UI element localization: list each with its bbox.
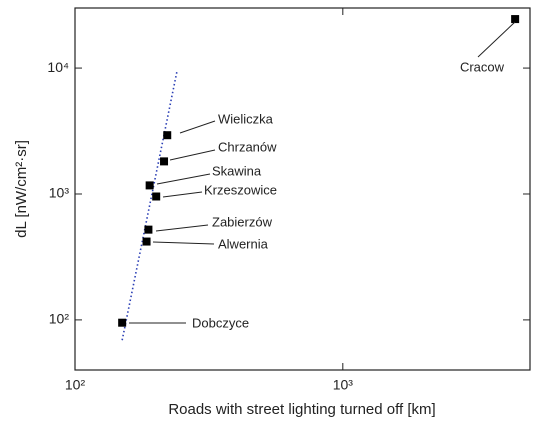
point [145, 181, 154, 190]
point [118, 318, 127, 327]
leader-line [155, 224, 209, 232]
point-label: Zabierzów [212, 214, 273, 229]
point [144, 225, 153, 234]
point-label: Wieliczka [218, 111, 274, 126]
x-axis-title: Roads with street lighting turned off [k… [168, 401, 435, 418]
point-label: Cracow [460, 59, 505, 74]
point-label: Dobczyce [192, 315, 249, 330]
y-tick-label: 10² [49, 311, 70, 327]
point-label: Chrzanów [218, 139, 277, 154]
point [152, 192, 161, 201]
point-label: Alwernia [218, 236, 269, 251]
point [160, 157, 169, 166]
point-label: Krzeszowice [204, 182, 277, 197]
leader-line [169, 149, 216, 161]
x-tick-label: 10² [65, 377, 86, 393]
leader-line [179, 120, 216, 134]
plot-frame [74, 7, 531, 371]
y-tick-label: 10³ [49, 185, 70, 201]
point [511, 15, 520, 24]
trend-line [121, 71, 178, 341]
leader-line [162, 191, 203, 198]
leader-line [152, 241, 215, 245]
x-tick-label: 10³ [333, 377, 354, 393]
point [163, 131, 172, 140]
y-tick-label: 10⁴ [47, 59, 69, 75]
leader-line [477, 21, 516, 58]
leader-line [156, 173, 211, 185]
point-label: Skawina [212, 163, 262, 178]
y-axis-title: dL [nW/cm²·sr] [13, 140, 30, 238]
point [142, 237, 151, 246]
